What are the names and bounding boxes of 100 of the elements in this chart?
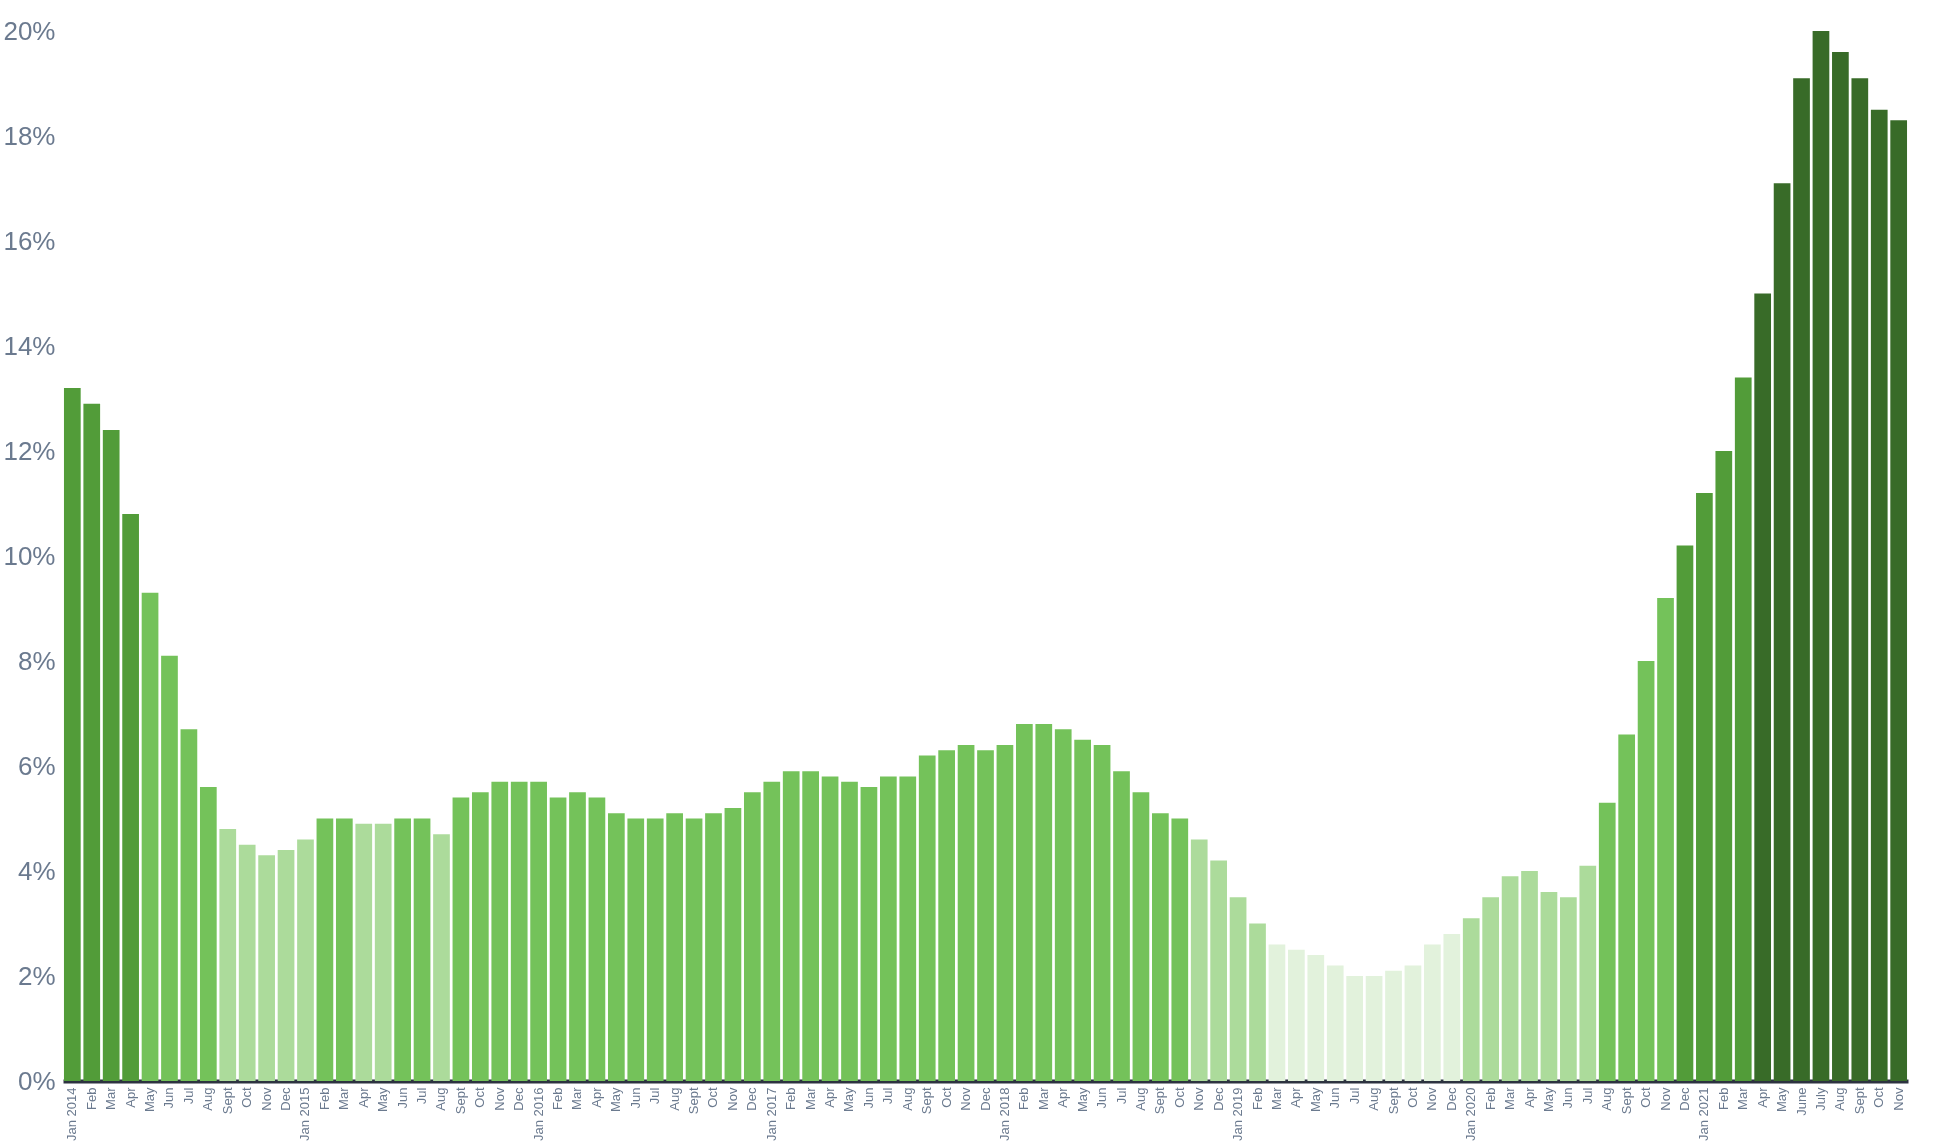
x-tick-label: Jul [180,1087,196,1105]
x-tick-label: Sept [1152,1087,1168,1115]
bar [996,745,1014,1081]
bar [977,750,994,1081]
x-tick-label: Sept [219,1087,235,1115]
bar [860,787,878,1081]
bar [1598,802,1616,1081]
y-tick-label: 16% [3,225,56,256]
x-tick-label: Jul [414,1087,430,1105]
bar [1870,109,1888,1081]
x-tick-label: Feb [783,1087,799,1110]
bar [1482,897,1500,1081]
x-tick-label: Feb [316,1087,332,1110]
bar [1385,970,1402,1081]
bar [199,787,217,1081]
bar [899,776,917,1081]
bar [569,792,586,1081]
x-tick-label: Jun [161,1087,177,1109]
x-tick-label: Aug [1366,1087,1382,1111]
bar [1190,839,1208,1081]
bar [685,818,703,1081]
x-tick-label: Sept [452,1087,468,1115]
bar [1268,944,1286,1081]
x-tick-label: Dec [744,1087,760,1111]
x-tick-label: Oct [239,1087,255,1108]
bar [1171,818,1189,1081]
x-tick-label: Jan 2021 [1696,1087,1712,1141]
x-tick-label: June [1793,1087,1809,1116]
x-tick-label: Apr [1288,1086,1304,1108]
bar [258,855,275,1081]
bar [957,745,975,1081]
x-tick-label: Nov [491,1087,507,1111]
x-tick-label: Feb [1016,1087,1032,1110]
x-tick-label: Aug [899,1087,915,1111]
bar [724,808,742,1081]
x-tick-label: Mar [1502,1086,1518,1110]
x-tick-label: Oct [938,1087,954,1108]
bar [705,813,722,1081]
bar [277,850,295,1081]
x-tick-label: Mar [103,1086,119,1110]
bar [141,592,159,1081]
bar [588,797,606,1081]
bar [1288,949,1305,1081]
bar [666,813,683,1081]
x-tick-label: May [1540,1087,1556,1113]
bar [1501,876,1519,1081]
x-tick-label: Nov [1890,1087,1906,1111]
bar [1307,955,1325,1081]
x-tick-label: Oct [705,1087,721,1108]
bar [1715,451,1733,1081]
bar [1521,871,1538,1081]
bar [63,388,81,1081]
bar [880,776,897,1081]
x-tick-label: May [1074,1087,1090,1113]
bar [413,818,431,1081]
x-tick-label: Jun [627,1087,643,1109]
bar [1540,892,1558,1081]
x-tick-label: Mar [802,1086,818,1110]
x-tick-label: Sept [686,1087,702,1115]
x-tick-label: Jul [647,1087,663,1105]
x-tick-label: Jan 2015 [297,1087,313,1141]
bar [1696,493,1713,1081]
x-tick-label: Aug [1132,1087,1148,1111]
bar [1637,661,1655,1081]
bar [1832,52,1849,1081]
bar [1851,78,1869,1081]
y-tick-label: 20% [3,15,56,46]
y-tick-label: 14% [3,330,56,361]
bar [1734,377,1752,1081]
x-tick-label: Apr [1521,1086,1537,1108]
bar [1365,976,1383,1081]
x-tick-label: Feb [83,1087,99,1110]
bar [1890,120,1908,1081]
y-tick-label: 0% [17,1065,56,1096]
x-tick-label: Oct [1404,1087,1420,1108]
x-tick-label: Aug [1599,1087,1615,1111]
x-tick-label: Jan 2017 [763,1087,779,1141]
bar [627,818,645,1081]
x-tick-label: Jul [880,1087,896,1105]
x-tick-label: Nov [258,1087,274,1111]
bar [802,771,819,1081]
x-tick-label: Feb [1715,1087,1731,1110]
x-tick-label: Jan 2014 [64,1087,80,1141]
x-tick-label: Jul [1579,1087,1595,1105]
x-tick-label: Sept [1851,1087,1867,1115]
bar [1676,545,1694,1081]
x-tick-label: Jun [860,1087,876,1109]
x-tick-label: May [1307,1087,1323,1113]
bar [452,797,470,1081]
bar [1326,965,1344,1081]
x-tick-label: Mar [1035,1086,1051,1110]
bar [1016,724,1033,1081]
x-tick-label: Oct [472,1087,488,1108]
y-tick-label: 12% [3,435,56,466]
bar [1249,923,1266,1081]
x-tick-label: Oct [1171,1087,1187,1108]
x-tick-label: Jun [1327,1087,1343,1109]
bar [607,813,625,1081]
x-tick-label: Jun [1560,1087,1576,1109]
x-tick-label: Nov [1191,1087,1207,1111]
